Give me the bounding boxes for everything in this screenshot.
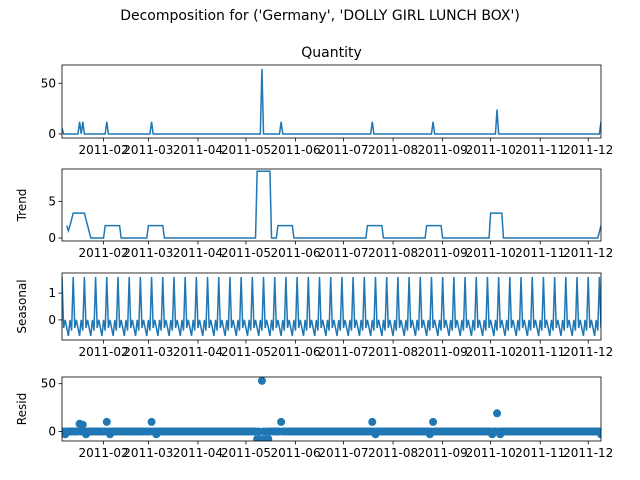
x-tick-label: 2011-08 <box>368 446 418 460</box>
resid-point <box>264 435 273 441</box>
x-tick-label: 2011-06 <box>270 446 320 460</box>
x-tick-label: 2011-12 <box>563 446 613 460</box>
x-tick-label: 2011-10 <box>466 246 516 260</box>
x-tick-label: 2011-11 <box>515 246 565 260</box>
x-tick-label: 2011-04 <box>173 446 223 460</box>
figure-title: Decomposition for ('Germany', 'DOLLY GIR… <box>120 8 520 24</box>
panel-title: Quantity <box>301 45 362 61</box>
x-tick-label: 2011-02 <box>79 246 129 260</box>
x-tick-label: 2011-11 <box>515 446 565 460</box>
x-tick-label: 2011-09 <box>418 345 468 359</box>
y-axis-label: Seasonal <box>15 279 29 333</box>
plot-frame <box>61 168 602 242</box>
x-tick-label: 2011-08 <box>368 246 418 260</box>
x-tick-label: 2011-05 <box>221 446 271 460</box>
x-tick-label: 2011-02 <box>79 143 129 157</box>
x-tick-label: 2011-06 <box>270 246 320 260</box>
x-tick-label: 2011-12 <box>563 345 613 359</box>
x-tick-label: 2011-08 <box>368 345 418 359</box>
x-tick-label: 2011-02 <box>79 446 129 460</box>
y-tick-label: 0 <box>48 313 56 327</box>
resid-point <box>102 417 111 426</box>
x-tick-label: 2011-06 <box>270 345 320 359</box>
x-tick-label: 2011-11 <box>515 345 565 359</box>
y-tick-label: 50 <box>41 377 56 391</box>
x-tick-label: 2011-08 <box>368 143 418 157</box>
x-tick-label: 2011-04 <box>173 345 223 359</box>
x-tick-label: 2011-11 <box>515 143 565 157</box>
x-tick-label: 2011-05 <box>221 246 271 260</box>
x-tick-label: 2011-05 <box>221 345 271 359</box>
x-tick-label: 2011-06 <box>270 143 320 157</box>
resid-point <box>277 417 286 426</box>
x-tick-label: 2011-10 <box>466 446 516 460</box>
x-tick-label: 2011-02 <box>79 345 129 359</box>
x-tick-label: 2011-10 <box>466 345 516 359</box>
x-tick-label: 2011-04 <box>173 143 223 157</box>
y-tick-label: 0 <box>48 424 56 438</box>
x-tick-label: 2011-05 <box>221 143 271 157</box>
x-tick-label: 2011-12 <box>563 246 613 260</box>
resid-point <box>257 377 266 385</box>
x-tick-label: 2011-09 <box>418 246 468 260</box>
y-tick-label: 5 <box>48 194 56 208</box>
y-axis-label: Resid <box>15 393 29 425</box>
seasonal-line <box>62 276 601 337</box>
y-axis-label: Trend <box>15 189 29 223</box>
resid-point <box>368 417 377 426</box>
x-tick-label: 2011-03 <box>123 246 173 260</box>
resid-point <box>493 409 502 418</box>
x-tick-label: 2011-03 <box>123 446 173 460</box>
plot-frame <box>61 272 602 341</box>
y-tick-label: 0 <box>48 231 56 245</box>
x-tick-label: 2011-09 <box>418 446 468 460</box>
x-tick-label: 2011-07 <box>318 143 368 157</box>
x-tick-label: 2011-07 <box>318 345 368 359</box>
resid-point <box>78 420 87 429</box>
x-tick-label: 2011-03 <box>123 143 173 157</box>
series-line <box>62 69 601 135</box>
x-tick-label: 2011-04 <box>173 246 223 260</box>
x-tick-label: 2011-07 <box>318 446 368 460</box>
resid-point <box>147 417 156 426</box>
resid-point <box>429 417 438 426</box>
resid-point <box>597 430 601 439</box>
x-tick-label: 2011-03 <box>123 345 173 359</box>
x-tick-label: 2011-12 <box>563 143 613 157</box>
plot-frame <box>61 376 602 442</box>
x-tick-label: 2011-09 <box>418 143 468 157</box>
y-tick-label: 0 <box>48 127 56 141</box>
x-tick-label: 2011-07 <box>318 246 368 260</box>
series-line <box>66 170 601 239</box>
y-tick-label: 1 <box>48 286 56 300</box>
y-tick-label: 50 <box>41 76 56 90</box>
plot-frame <box>61 64 602 139</box>
x-tick-label: 2011-10 <box>466 143 516 157</box>
